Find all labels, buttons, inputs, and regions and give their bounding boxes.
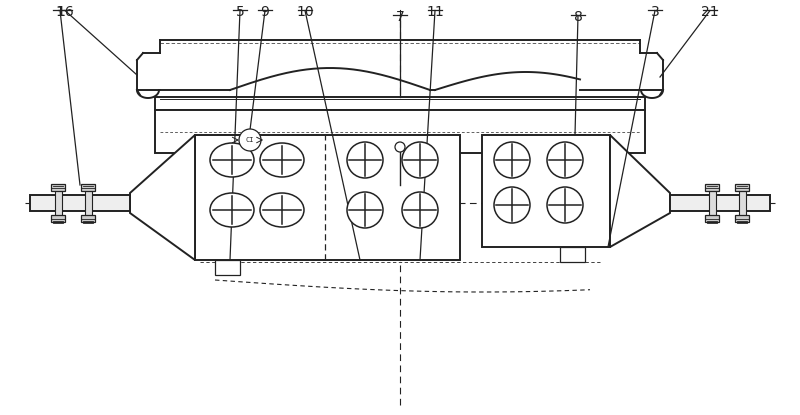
Bar xyxy=(155,110,645,153)
Bar xyxy=(563,135,585,153)
Bar xyxy=(735,215,749,222)
Ellipse shape xyxy=(260,143,304,177)
Ellipse shape xyxy=(260,193,304,227)
Circle shape xyxy=(494,187,530,223)
Text: 3: 3 xyxy=(650,5,659,19)
Bar xyxy=(215,260,240,275)
Text: 10: 10 xyxy=(296,5,314,19)
Bar xyxy=(81,184,95,191)
Polygon shape xyxy=(610,135,670,247)
Bar xyxy=(705,184,719,191)
Circle shape xyxy=(547,187,583,223)
Ellipse shape xyxy=(210,193,254,227)
Bar xyxy=(560,247,585,262)
Bar xyxy=(218,135,240,153)
Circle shape xyxy=(239,129,261,151)
Bar xyxy=(195,135,460,260)
Bar xyxy=(155,97,645,110)
Bar xyxy=(51,215,65,222)
Text: 7: 7 xyxy=(396,10,404,24)
Text: 21: 21 xyxy=(701,5,719,19)
Bar xyxy=(738,188,746,218)
Bar xyxy=(30,195,130,211)
Circle shape xyxy=(494,142,530,178)
Circle shape xyxy=(347,192,383,228)
Bar xyxy=(705,215,719,222)
Text: 1: 1 xyxy=(55,5,65,19)
Circle shape xyxy=(402,142,438,178)
Circle shape xyxy=(395,142,405,152)
Bar xyxy=(735,184,749,191)
Text: 11: 11 xyxy=(426,5,444,19)
Polygon shape xyxy=(130,135,195,260)
Bar xyxy=(81,215,95,222)
Bar xyxy=(51,184,65,191)
Bar xyxy=(85,188,91,218)
Text: 9: 9 xyxy=(261,5,270,19)
Text: CI: CI xyxy=(246,137,254,143)
Text: 8: 8 xyxy=(574,10,582,24)
Bar xyxy=(54,188,62,218)
Bar xyxy=(670,195,770,211)
Circle shape xyxy=(347,142,383,178)
Text: 16: 16 xyxy=(56,5,74,19)
Circle shape xyxy=(547,142,583,178)
Text: 5: 5 xyxy=(236,5,244,19)
Circle shape xyxy=(402,192,438,228)
Bar xyxy=(482,135,610,247)
Ellipse shape xyxy=(210,143,254,177)
Bar xyxy=(709,188,715,218)
